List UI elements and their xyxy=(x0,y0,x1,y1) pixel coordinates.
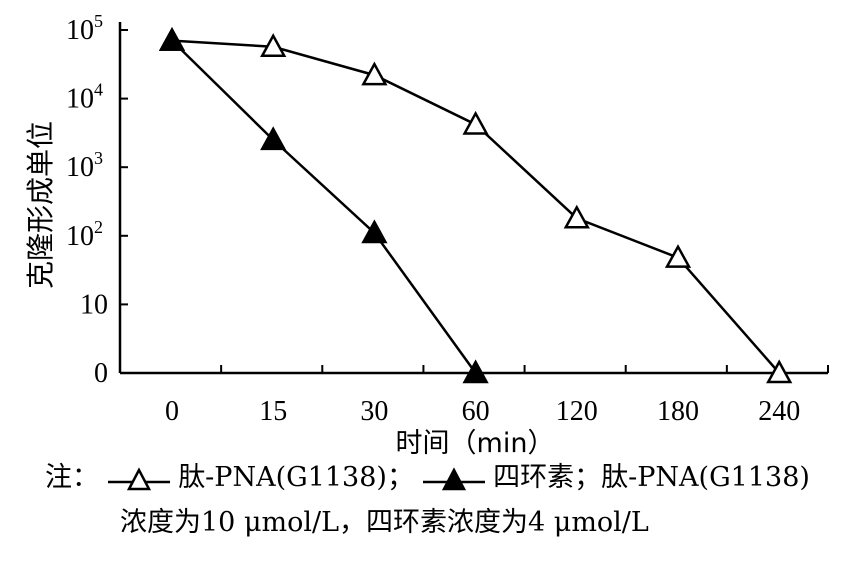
x-tick-label: 120 xyxy=(556,396,598,427)
note-line2: 浓度为10 μmol/L，四环素浓度为4 μmol/L xyxy=(120,507,649,538)
y-tick-label: 10 xyxy=(80,289,108,320)
y-tick-label: 102 xyxy=(66,217,103,252)
x-tick-label: 30 xyxy=(360,396,388,427)
x-axis-ticks: 0 15 30 60 120 180 240 xyxy=(119,365,829,427)
open-triangle-point xyxy=(664,244,692,268)
filled-triangle-point xyxy=(260,126,287,151)
series-lines xyxy=(171,39,781,374)
note-prefix: 注： xyxy=(45,462,99,493)
open-triangle-point xyxy=(260,33,287,57)
y-tick-label: 103 xyxy=(66,148,103,183)
legend-series2-label: 四环素；肽-PNA(G1138) xyxy=(493,462,810,493)
x-tick-label: 240 xyxy=(758,396,800,427)
y-tick-label: 0 xyxy=(94,358,108,389)
legend-series1-label: 肽-PNA(G1138)； xyxy=(178,462,414,493)
open-triangle-point xyxy=(563,204,590,229)
open-triangle-point xyxy=(361,61,388,86)
y-tick-label: 104 xyxy=(66,80,103,115)
filled-triangle-point xyxy=(361,219,388,244)
x-tick-label: 0 xyxy=(165,396,179,427)
legend-open-triangle-icon xyxy=(107,466,170,490)
y-axis-label: 克隆形成单位 xyxy=(24,121,57,289)
x-tick-label: 180 xyxy=(657,396,699,427)
x-tick-label: 15 xyxy=(259,396,287,427)
filled-triangle-point xyxy=(462,359,489,384)
x-tick-label: 60 xyxy=(462,396,490,427)
filled-triangle-point xyxy=(158,27,186,51)
series-2-line xyxy=(171,39,477,374)
legend-filled-triangle-icon xyxy=(422,466,485,490)
x-axis-label: 时间（min） xyxy=(396,428,555,459)
open-triangle-point xyxy=(766,359,793,384)
series-markers xyxy=(158,27,793,384)
legend-note: 注： 肽-PNA(G1138)； 四环素；肽-PNA(G1138) xyxy=(0,461,850,495)
open-triangle-point xyxy=(462,110,489,135)
y-tick-label: 105 xyxy=(66,11,103,46)
axes xyxy=(118,22,828,375)
series-1-line xyxy=(171,39,781,374)
y-axis-ticks: 0 10 102 103 104 105 xyxy=(66,11,128,389)
